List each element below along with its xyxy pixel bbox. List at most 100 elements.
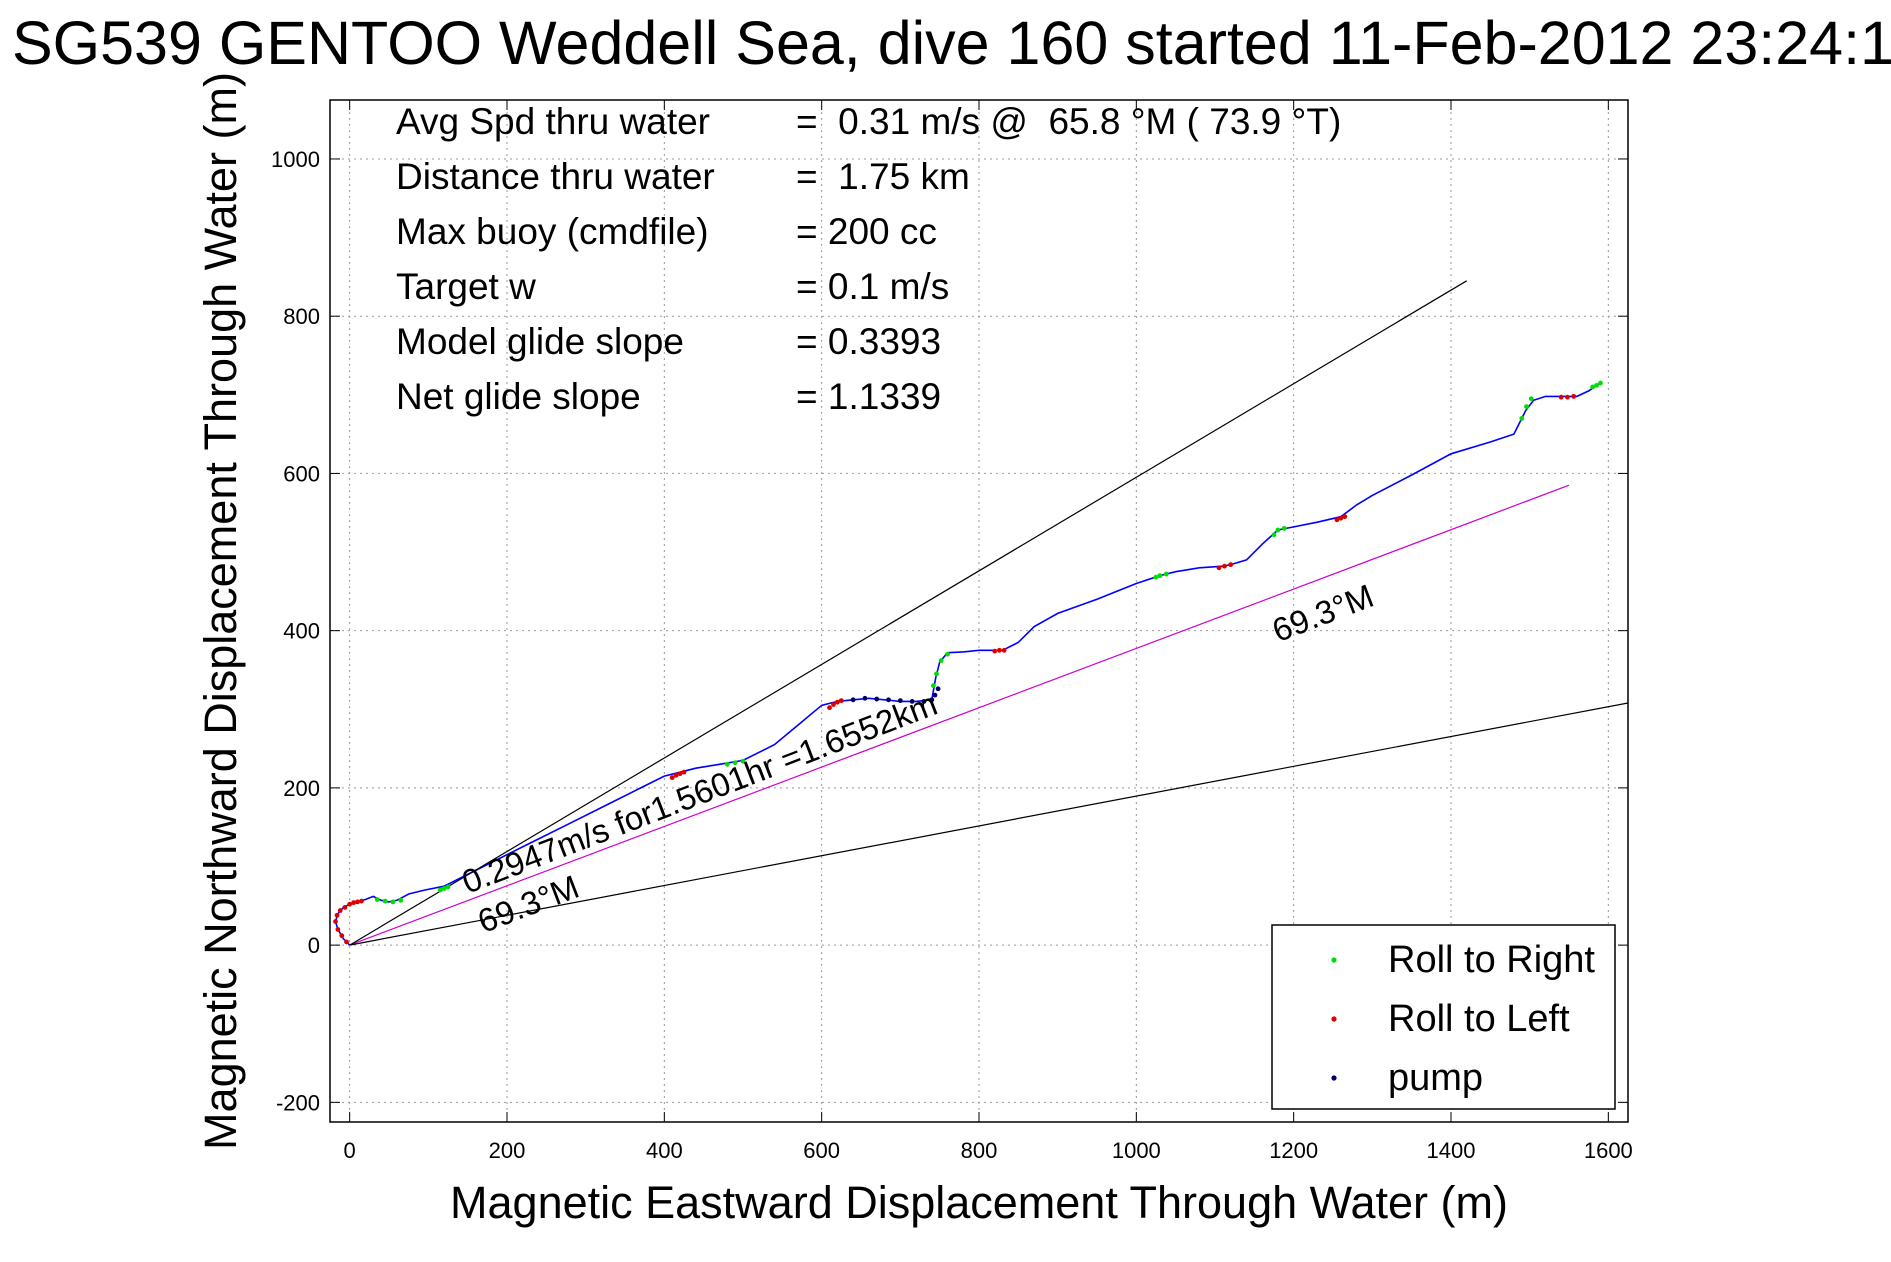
chart-title: SG539 GENTOO Weddell Sea, dive 160 start… — [12, 9, 1891, 77]
legend-marker — [1331, 1075, 1337, 1081]
legend: Roll to Right Roll to Left pump — [1271, 924, 1616, 1110]
series-line-2 — [349, 280, 1468, 946]
y-tick-label: 400 — [283, 619, 320, 644]
marker-roll-to-right — [1594, 382, 1599, 388]
marker-roll-to-left — [347, 901, 353, 907]
marker-roll-to-right — [1275, 527, 1281, 533]
marker-pump — [886, 697, 891, 703]
plot-area: 0 200 400 600 800 1000 1200 1400 1600 -200 0 200 40… — [271, 99, 1633, 1163]
marker-roll-to-left — [831, 702, 836, 707]
stat-value: = 1.1339 — [796, 376, 941, 417]
x-tick-label: 0 — [344, 1138, 356, 1163]
y-tick-label: 600 — [283, 461, 320, 486]
marker-roll-to-right — [437, 887, 443, 893]
stat-label: Distance thru water — [396, 156, 715, 197]
marker-roll-to-right — [740, 758, 746, 764]
marker-roll-to-right — [938, 658, 944, 663]
marker-roll-to-left — [838, 698, 844, 704]
marker-pump — [935, 686, 941, 692]
marker-roll-to-right — [382, 898, 388, 904]
series-line-1 — [349, 484, 1570, 946]
marker-roll-to-right — [1157, 573, 1163, 579]
marker-roll-to-left — [681, 769, 687, 775]
marker-pump — [921, 699, 927, 704]
marker-roll-to-left — [1565, 394, 1570, 400]
marker-roll-to-right — [1281, 526, 1287, 531]
marker-roll-to-left — [335, 926, 341, 932]
x-tick-label: 1200 — [1269, 1138, 1318, 1163]
marker-roll-to-right — [374, 897, 380, 902]
x-axis-label: Magnetic Eastward Displacement Through W… — [450, 1177, 1508, 1228]
marker-roll-to-right — [1519, 415, 1525, 421]
stat-value: = 0.1 m/s — [796, 266, 949, 307]
legend-marker — [1331, 1016, 1337, 1022]
marker-roll-to-right — [1271, 532, 1277, 538]
y-tick-label: 200 — [283, 776, 320, 801]
stats-panel: Avg Spd thru water = 0.31 m/s @ 65.8 °M (… — [396, 101, 1341, 417]
marker-roll-to-left — [337, 908, 343, 913]
marker-roll-to-left — [827, 705, 832, 711]
marker-roll-to-right — [934, 671, 939, 677]
marker-roll-to-left — [334, 912, 340, 918]
marker-roll-to-left — [1338, 515, 1344, 521]
marker-roll-to-left — [351, 900, 356, 906]
x-tick-label: 200 — [489, 1138, 526, 1163]
marker-roll-to-left — [355, 899, 360, 905]
marker-roll-to-left — [359, 898, 364, 904]
marker-roll-to-right — [1590, 384, 1595, 390]
legend-box — [1271, 924, 1616, 1110]
x-tick-label: 600 — [803, 1138, 840, 1163]
marker-roll-to-left — [344, 939, 349, 945]
marker-pump — [909, 699, 915, 704]
marker-roll-to-right — [930, 683, 936, 689]
marker-roll-to-right — [945, 651, 950, 657]
marker-roll-to-right — [441, 886, 447, 891]
marker-roll-to-right — [1163, 571, 1169, 577]
stat-value: = 0.31 m/s @ 65.8 °M ( 73.9 °T) — [796, 101, 1341, 142]
grid — [330, 100, 1628, 1122]
marker-pump — [874, 696, 880, 702]
marker-roll-to-right — [1528, 396, 1534, 402]
marker-pump — [897, 698, 903, 704]
marker-roll-to-right — [1524, 404, 1529, 409]
marker-roll-to-right — [390, 899, 396, 905]
stat-label: Max buoy (cmdfile) — [396, 211, 709, 252]
marker-roll-to-left — [342, 904, 348, 910]
axis-ticks — [330, 100, 1628, 1122]
marker-roll-to-left — [677, 771, 683, 777]
marker-roll-to-left — [339, 933, 345, 939]
y-tick-labels: -200 0 200 400 600 800 1000 — [271, 147, 320, 1115]
legend-label: Roll to Right — [1388, 939, 1595, 981]
marker-roll-to-left — [669, 775, 675, 781]
marker-roll-to-left — [333, 919, 338, 924]
marker-roll-to-left — [1216, 565, 1222, 571]
x-tick-label: 800 — [961, 1138, 998, 1163]
stat-label: Target w — [396, 266, 536, 307]
marker-roll-to-right — [398, 897, 404, 903]
x-tick-label: 400 — [646, 1138, 683, 1163]
y-tick-label: 1000 — [271, 147, 320, 172]
marker-roll-to-right — [1153, 574, 1159, 580]
y-tick-label: -200 — [276, 1090, 320, 1115]
legend-label: Roll to Left — [1388, 998, 1570, 1040]
marker-roll-to-right — [724, 761, 730, 767]
marker-roll-to-left — [997, 647, 1002, 653]
stat-value: = 0.3393 — [796, 321, 941, 362]
series-line-3 — [349, 702, 1629, 946]
marker-roll-to-left — [1228, 562, 1234, 568]
marker-roll-to-left — [1342, 514, 1348, 520]
y-axis-label: Magnetic Northward Displacement Through … — [195, 72, 246, 1150]
marker-roll-to-left — [1001, 647, 1007, 653]
stat-label: Model glide slope — [396, 321, 684, 362]
x-tick-label: 1400 — [1427, 1138, 1476, 1163]
stat-value: = 200 cc — [796, 211, 937, 252]
marker-pump — [932, 692, 938, 698]
marker-layer — [333, 380, 1603, 945]
marker-roll-to-left — [1222, 563, 1227, 569]
marker-roll-to-right — [445, 884, 451, 890]
marker-roll-to-left — [1558, 394, 1564, 400]
marker-pump — [850, 697, 856, 703]
marker-roll-to-left — [835, 699, 840, 705]
marker-roll-to-right — [732, 760, 738, 766]
stat-value: = 1.75 km — [796, 156, 970, 197]
